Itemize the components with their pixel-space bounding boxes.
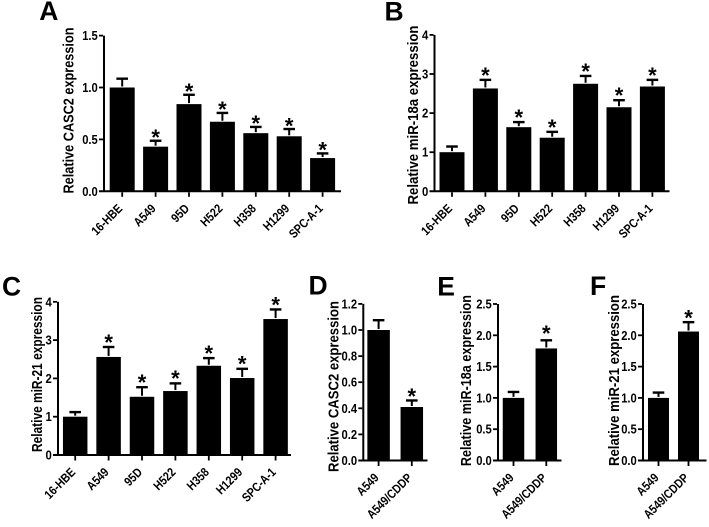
svg-text:4: 4 bbox=[422, 28, 428, 42]
svg-text:*: * bbox=[252, 111, 261, 136]
svg-text:2.5: 2.5 bbox=[476, 298, 492, 312]
svg-text:0.8: 0.8 bbox=[342, 350, 358, 364]
svg-text:D: D bbox=[309, 270, 328, 300]
svg-text:*: * bbox=[684, 305, 693, 330]
svg-text:1.5: 1.5 bbox=[82, 29, 98, 43]
svg-text:*: * bbox=[615, 83, 624, 108]
svg-text:0: 0 bbox=[46, 449, 52, 463]
svg-text:A: A bbox=[39, 0, 58, 26]
svg-text:1.2: 1.2 bbox=[342, 297, 358, 311]
svg-text:1.5: 1.5 bbox=[476, 360, 492, 374]
svg-text:*: * bbox=[104, 330, 113, 355]
svg-text:0.6: 0.6 bbox=[342, 376, 358, 390]
svg-text:*: * bbox=[318, 138, 327, 163]
svg-text:0.0: 0.0 bbox=[82, 185, 98, 199]
svg-text:Relative miR-21 expression: Relative miR-21 expression bbox=[29, 297, 46, 452]
svg-text:*: * bbox=[481, 63, 490, 88]
svg-text:*: * bbox=[542, 321, 551, 346]
svg-text:0.4: 0.4 bbox=[342, 402, 358, 416]
svg-text:1: 1 bbox=[46, 410, 52, 424]
svg-text:0.0: 0.0 bbox=[621, 454, 637, 468]
svg-text:2.0: 2.0 bbox=[621, 329, 637, 343]
svg-text:*: * bbox=[271, 292, 280, 317]
svg-text:1.0: 1.0 bbox=[342, 324, 358, 338]
svg-text:*: * bbox=[285, 113, 294, 138]
svg-text:2: 2 bbox=[422, 107, 428, 121]
svg-text:1.5: 1.5 bbox=[621, 360, 637, 374]
svg-text:*: * bbox=[515, 105, 524, 130]
svg-text:Relative miR-18a expression: Relative miR-18a expression bbox=[458, 295, 475, 466]
svg-text:Relative miR-18a expression: Relative miR-18a expression bbox=[405, 26, 422, 205]
svg-text:*: * bbox=[171, 366, 180, 391]
svg-text:0.0: 0.0 bbox=[476, 454, 492, 468]
svg-text:*: * bbox=[548, 115, 557, 140]
svg-text:2.0: 2.0 bbox=[476, 329, 492, 343]
svg-text:*: * bbox=[185, 79, 194, 104]
svg-text:B: B bbox=[385, 0, 404, 27]
svg-text:*: * bbox=[238, 352, 247, 377]
svg-text:*: * bbox=[151, 125, 160, 150]
svg-text:4: 4 bbox=[46, 295, 52, 309]
svg-text:1.0: 1.0 bbox=[82, 81, 98, 95]
svg-text:3: 3 bbox=[46, 334, 52, 348]
svg-text:Relative CASC2 expression: Relative CASC2 expression bbox=[326, 301, 343, 472]
svg-text:2: 2 bbox=[46, 372, 52, 386]
svg-text:C: C bbox=[2, 271, 21, 301]
svg-text:Relative CASC2 expression: Relative CASC2 expression bbox=[61, 28, 78, 194]
svg-text:2.5: 2.5 bbox=[621, 298, 637, 312]
svg-text:F: F bbox=[590, 271, 606, 301]
svg-text:Relative miR-21 expression: Relative miR-21 expression bbox=[606, 295, 623, 466]
svg-text:0.0: 0.0 bbox=[342, 454, 358, 468]
svg-text:*: * bbox=[581, 59, 590, 84]
svg-text:E: E bbox=[437, 271, 455, 301]
svg-text:0: 0 bbox=[422, 185, 428, 199]
svg-text:0.5: 0.5 bbox=[621, 423, 637, 437]
svg-text:*: * bbox=[205, 341, 214, 366]
svg-text:1.0: 1.0 bbox=[476, 391, 492, 405]
svg-text:0.5: 0.5 bbox=[82, 133, 98, 147]
svg-text:*: * bbox=[138, 370, 147, 395]
svg-text:0.2: 0.2 bbox=[342, 428, 358, 442]
svg-text:*: * bbox=[218, 97, 227, 122]
svg-text:1.0: 1.0 bbox=[621, 391, 637, 405]
svg-text:*: * bbox=[408, 384, 417, 409]
svg-text:*: * bbox=[648, 63, 657, 88]
svg-text:0.5: 0.5 bbox=[476, 423, 492, 437]
svg-text:3: 3 bbox=[422, 68, 428, 82]
svg-text:1: 1 bbox=[422, 146, 428, 160]
